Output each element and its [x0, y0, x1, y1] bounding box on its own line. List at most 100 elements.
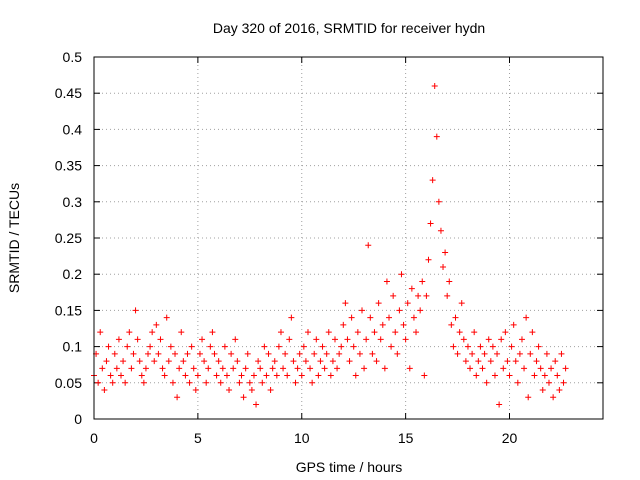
data-point	[167, 343, 174, 350]
data-point	[182, 372, 189, 379]
data-point	[402, 336, 409, 343]
data-point	[255, 358, 262, 365]
data-point	[194, 372, 201, 379]
data-point	[271, 358, 278, 365]
data-point	[442, 249, 449, 256]
data-point	[184, 350, 191, 357]
data-point	[267, 387, 274, 394]
chart-title: Day 320 of 2016, SRMTID for receiver hyd…	[213, 20, 485, 36]
data-point	[371, 329, 378, 336]
data-point	[365, 242, 372, 249]
data-point	[560, 379, 567, 386]
data-point	[383, 278, 390, 285]
data-point	[342, 300, 349, 307]
data-point	[369, 350, 376, 357]
y-tick-label: 0.2	[63, 266, 83, 282]
data-point	[138, 372, 145, 379]
data-point	[477, 343, 484, 350]
data-point	[491, 372, 498, 379]
data-point	[226, 387, 233, 394]
data-point	[286, 336, 293, 343]
data-point	[309, 379, 316, 386]
data-point	[558, 350, 565, 357]
data-point	[159, 365, 166, 372]
data-point	[554, 372, 561, 379]
data-point	[101, 387, 108, 394]
data-point	[489, 343, 496, 350]
data-point	[217, 379, 224, 386]
data-point	[460, 336, 467, 343]
data-point	[386, 314, 393, 321]
data-point	[261, 343, 268, 350]
data-point	[221, 343, 228, 350]
data-point	[118, 372, 125, 379]
data-point	[545, 379, 552, 386]
data-point	[196, 350, 203, 357]
data-point	[423, 292, 430, 299]
data-point	[452, 314, 459, 321]
data-point	[238, 372, 245, 379]
data-point	[440, 263, 447, 270]
data-point	[304, 329, 311, 336]
data-point	[431, 82, 438, 89]
data-point	[103, 358, 110, 365]
data-point	[201, 358, 208, 365]
data-point	[494, 350, 501, 357]
data-point	[203, 379, 210, 386]
data-point	[417, 307, 424, 314]
data-point	[192, 387, 199, 394]
data-point	[375, 300, 382, 307]
data-point	[124, 343, 131, 350]
data-point	[317, 358, 324, 365]
data-point	[458, 300, 465, 307]
data-point	[467, 365, 474, 372]
data-point	[186, 379, 193, 386]
data-point	[354, 329, 361, 336]
data-point	[390, 292, 397, 299]
data-point	[142, 365, 149, 372]
data-point	[421, 372, 428, 379]
data-point	[454, 350, 461, 357]
data-point	[485, 336, 492, 343]
data-point	[275, 343, 282, 350]
data-point	[157, 336, 164, 343]
data-point	[178, 329, 185, 336]
y-tick-label: 0.1	[63, 339, 83, 355]
data-points	[91, 82, 569, 408]
data-point	[215, 358, 222, 365]
data-point	[356, 350, 363, 357]
data-point	[525, 394, 532, 401]
data-point	[508, 343, 515, 350]
data-point	[331, 336, 338, 343]
data-point	[473, 372, 480, 379]
data-point	[240, 394, 247, 401]
data-point	[521, 365, 528, 372]
data-point	[180, 358, 187, 365]
data-point	[408, 285, 415, 292]
y-tick-label: 0	[74, 411, 82, 427]
data-point	[373, 358, 380, 365]
data-point	[552, 358, 559, 365]
data-point	[479, 365, 486, 372]
data-point	[410, 314, 417, 321]
data-point	[448, 321, 455, 328]
data-point	[502, 329, 509, 336]
data-point	[97, 329, 104, 336]
data-point	[510, 321, 517, 328]
data-point	[512, 358, 519, 365]
data-point	[176, 365, 183, 372]
y-tick-label: 0.05	[55, 375, 82, 391]
data-point	[290, 358, 297, 365]
data-point	[199, 336, 206, 343]
data-point	[294, 365, 301, 372]
data-point	[523, 314, 530, 321]
data-point	[529, 329, 536, 336]
data-point	[161, 372, 168, 379]
data-point	[236, 379, 243, 386]
data-point	[323, 350, 330, 357]
data-point	[381, 365, 388, 372]
data-point	[450, 343, 457, 350]
y-tick-label: 0.5	[63, 49, 83, 65]
data-point	[273, 372, 280, 379]
